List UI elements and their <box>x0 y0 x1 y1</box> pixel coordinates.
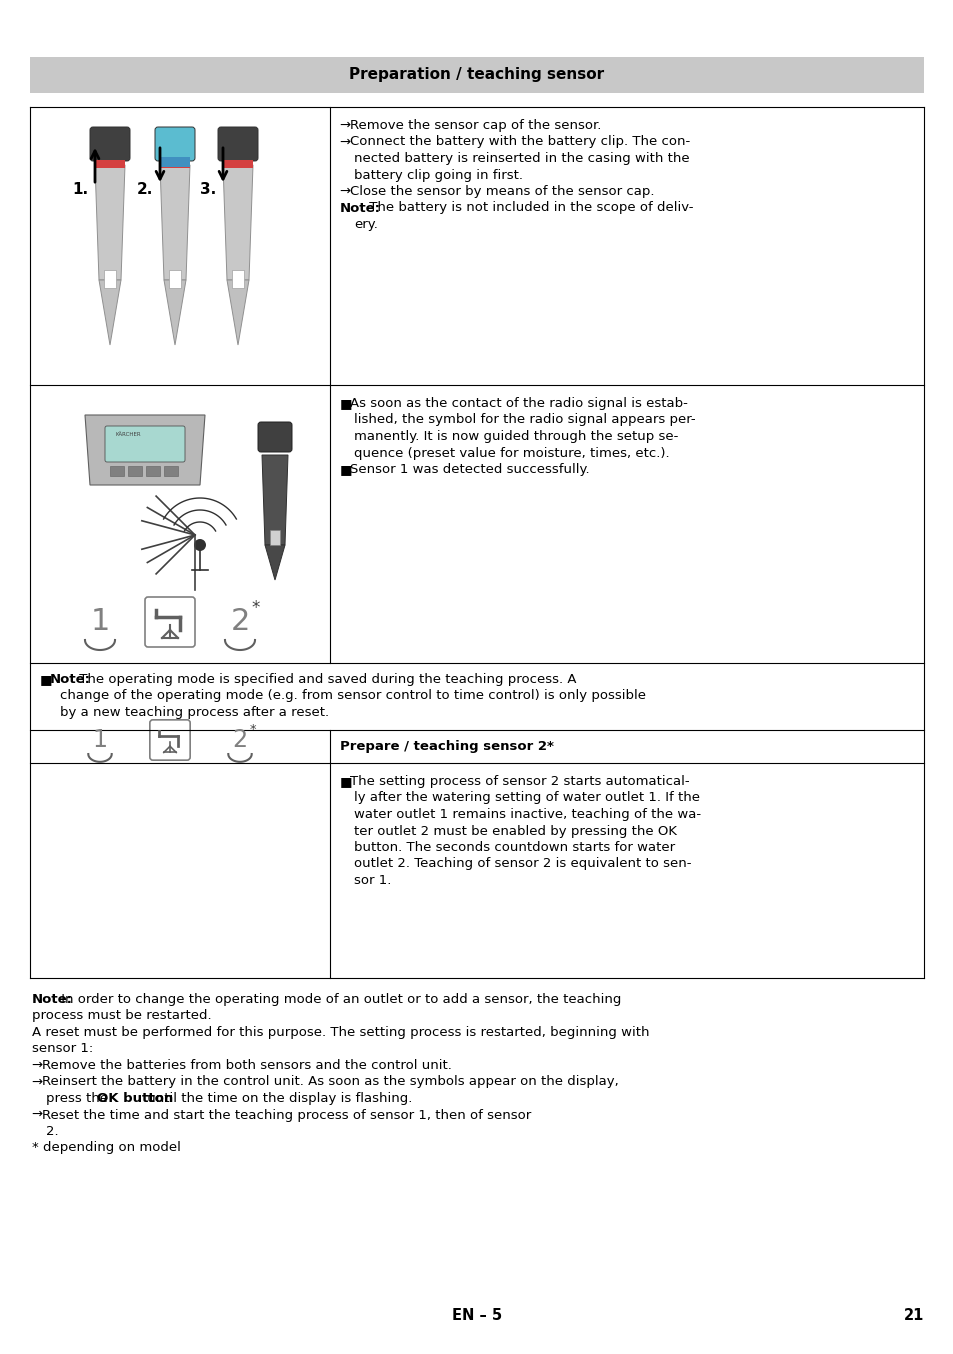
Bar <box>95 160 125 168</box>
Text: ■: ■ <box>339 774 356 788</box>
Text: →: → <box>339 119 355 131</box>
Text: *: * <box>249 723 255 735</box>
Polygon shape <box>262 455 288 546</box>
Bar <box>164 466 178 477</box>
Text: →: → <box>32 1109 48 1121</box>
Text: process must be restarted.: process must be restarted. <box>32 1010 212 1022</box>
Polygon shape <box>223 165 253 280</box>
FancyBboxPatch shape <box>218 127 257 161</box>
Text: As soon as the contact of the radio signal is estab-: As soon as the contact of the radio sign… <box>350 397 687 410</box>
Text: Note:: Note: <box>32 992 73 1006</box>
Text: Preparation / teaching sensor: Preparation / teaching sensor <box>349 68 604 83</box>
Text: *: * <box>252 598 260 617</box>
Bar <box>128 466 142 477</box>
Text: Note:: Note: <box>50 673 91 686</box>
Polygon shape <box>95 165 125 280</box>
Text: →: → <box>339 185 355 198</box>
Text: ly after the watering setting of water outlet 1. If the: ly after the watering setting of water o… <box>354 792 700 804</box>
Circle shape <box>193 539 206 551</box>
Polygon shape <box>99 280 121 345</box>
Text: →: → <box>32 1059 48 1072</box>
Text: sor 1.: sor 1. <box>354 873 391 887</box>
Bar <box>169 269 181 288</box>
Text: by a new teaching process after a reset.: by a new teaching process after a reset. <box>60 705 329 719</box>
Text: Connect the battery with the battery clip. The con-: Connect the battery with the battery cli… <box>350 135 689 149</box>
Bar <box>30 57 923 93</box>
Bar <box>232 269 244 288</box>
Text: 21: 21 <box>902 1308 923 1323</box>
Text: * depending on model: * depending on model <box>32 1141 181 1155</box>
Text: outlet 2. Teaching of sensor 2 is equivalent to sen-: outlet 2. Teaching of sensor 2 is equiva… <box>354 857 691 871</box>
Text: sensor 1:: sensor 1: <box>32 1043 93 1056</box>
Text: The battery is not included in the scope of deliv-: The battery is not included in the scope… <box>364 202 693 214</box>
Text: →: → <box>339 135 355 149</box>
Text: quence (preset value for moisture, times, etc.).: quence (preset value for moisture, times… <box>354 447 669 459</box>
Text: The setting process of sensor 2 starts automatical-: The setting process of sensor 2 starts a… <box>350 774 689 788</box>
Bar <box>160 160 190 168</box>
Polygon shape <box>160 165 190 280</box>
Bar <box>146 466 160 477</box>
Bar <box>104 269 116 288</box>
Text: 2.: 2. <box>136 183 152 198</box>
Text: Prepare / teaching sensor 2*: Prepare / teaching sensor 2* <box>339 741 554 753</box>
Text: Remove the sensor cap of the sensor.: Remove the sensor cap of the sensor. <box>350 119 600 131</box>
Text: Note:: Note: <box>339 202 380 214</box>
Text: OK button: OK button <box>96 1091 172 1105</box>
Text: →: → <box>32 1075 48 1089</box>
Polygon shape <box>85 414 205 485</box>
Text: 2: 2 <box>233 728 247 751</box>
Text: Remove the batteries from both sensors and the control unit.: Remove the batteries from both sensors a… <box>42 1059 452 1072</box>
Text: press the: press the <box>46 1091 112 1105</box>
Text: until the time on the display is flashing.: until the time on the display is flashin… <box>142 1091 412 1105</box>
Text: Close the sensor by means of the sensor cap.: Close the sensor by means of the sensor … <box>350 185 654 198</box>
Bar <box>110 466 124 477</box>
Text: EN – 5: EN – 5 <box>452 1308 501 1323</box>
Text: 1.: 1. <box>71 183 88 198</box>
Text: ■: ■ <box>339 463 356 477</box>
FancyBboxPatch shape <box>90 127 130 161</box>
Text: lished, the symbol for the radio signal appears per-: lished, the symbol for the radio signal … <box>354 413 695 427</box>
Text: manently. It is now guided through the setup se-: manently. It is now guided through the s… <box>354 431 678 443</box>
Text: The operating mode is specified and saved during the teaching process. A: The operating mode is specified and save… <box>74 673 576 686</box>
Text: 2: 2 <box>230 608 250 636</box>
Text: ter outlet 2 must be enabled by pressing the OK: ter outlet 2 must be enabled by pressing… <box>354 825 677 838</box>
Text: 3.: 3. <box>199 183 215 198</box>
Bar <box>270 529 280 546</box>
Text: water outlet 1 remains inactive, teaching of the wa-: water outlet 1 remains inactive, teachin… <box>354 808 700 821</box>
Text: ery.: ery. <box>354 218 377 232</box>
Text: nected battery is reinserted in the casing with the: nected battery is reinserted in the casi… <box>354 152 689 165</box>
Text: In order to change the operating mode of an outlet or to add a sensor, the teach: In order to change the operating mode of… <box>57 992 621 1006</box>
Text: 2.: 2. <box>46 1125 58 1137</box>
Text: button. The seconds countdown starts for water: button. The seconds countdown starts for… <box>354 841 675 854</box>
Text: A reset must be performed for this purpose. The setting process is restarted, be: A reset must be performed for this purpo… <box>32 1026 649 1039</box>
Text: Reinsert the battery in the control unit. As soon as the symbols appear on the d: Reinsert the battery in the control unit… <box>42 1075 618 1089</box>
Text: KÄRCHER: KÄRCHER <box>115 432 140 437</box>
Text: ■: ■ <box>40 673 56 686</box>
FancyBboxPatch shape <box>257 422 292 452</box>
Text: battery clip going in first.: battery clip going in first. <box>354 168 522 181</box>
FancyBboxPatch shape <box>154 127 194 161</box>
Text: 1: 1 <box>91 608 110 636</box>
Text: ■: ■ <box>339 397 356 410</box>
FancyBboxPatch shape <box>105 427 185 462</box>
Text: change of the operating mode (e.g. from sensor control to time control) is only : change of the operating mode (e.g. from … <box>60 689 645 703</box>
Text: Reset the time and start the teaching process of sensor 1, then of sensor: Reset the time and start the teaching pr… <box>42 1109 531 1121</box>
Polygon shape <box>164 280 186 345</box>
Polygon shape <box>265 546 285 580</box>
Bar <box>160 157 190 167</box>
Text: Sensor 1 was detected successfully.: Sensor 1 was detected successfully. <box>350 463 589 477</box>
Bar <box>223 160 253 168</box>
Polygon shape <box>227 280 249 345</box>
Text: 1: 1 <box>92 728 108 751</box>
